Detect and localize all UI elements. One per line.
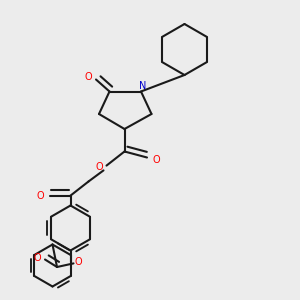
Text: O: O [34,253,41,263]
Text: O: O [152,154,160,165]
Text: O: O [74,257,82,267]
Text: O: O [95,162,103,172]
Text: O: O [85,71,92,82]
Text: N: N [139,81,146,91]
Text: O: O [37,190,44,201]
